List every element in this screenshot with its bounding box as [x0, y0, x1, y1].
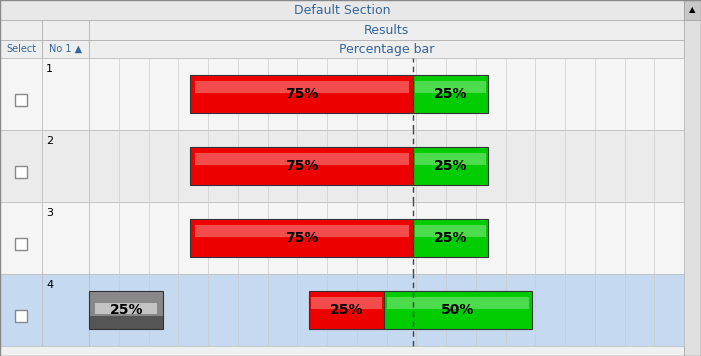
Text: 75%: 75%: [285, 231, 318, 245]
Bar: [89, 274, 684, 346]
Text: 4: 4: [46, 280, 53, 290]
Text: Default Section: Default Section: [294, 4, 390, 16]
Bar: [89, 291, 163, 329]
Bar: [414, 147, 488, 185]
Text: 2: 2: [46, 136, 53, 146]
Bar: [309, 291, 383, 329]
Text: 50%: 50%: [441, 303, 475, 317]
Bar: [0, 40, 42, 58]
Bar: [414, 219, 488, 257]
Text: 1: 1: [46, 64, 53, 74]
Bar: [190, 75, 414, 113]
Text: No 1 ▲: No 1 ▲: [49, 44, 82, 54]
Text: 25%: 25%: [109, 303, 143, 317]
Bar: [415, 225, 486, 237]
Bar: [89, 316, 163, 329]
Bar: [0, 20, 42, 40]
Text: Results: Results: [364, 23, 409, 37]
Text: 75%: 75%: [285, 87, 318, 101]
Bar: [15, 238, 27, 250]
Text: 25%: 25%: [434, 231, 467, 245]
Bar: [190, 219, 414, 257]
Bar: [15, 94, 27, 106]
Bar: [95, 303, 158, 314]
Bar: [311, 297, 382, 309]
Bar: [89, 58, 684, 130]
Bar: [89, 20, 684, 40]
Bar: [15, 310, 27, 322]
Bar: [42, 130, 89, 202]
Bar: [190, 147, 414, 185]
Bar: [42, 274, 89, 346]
Text: 75%: 75%: [285, 159, 318, 173]
Bar: [386, 297, 529, 309]
Text: Select: Select: [6, 44, 36, 54]
Bar: [684, 0, 701, 356]
Text: ▲: ▲: [689, 5, 696, 15]
Bar: [0, 0, 684, 20]
Bar: [195, 81, 409, 93]
Bar: [89, 130, 684, 202]
Bar: [0, 58, 42, 130]
Bar: [414, 75, 488, 113]
Bar: [415, 153, 486, 165]
Text: Percentage bar: Percentage bar: [339, 42, 434, 56]
Text: 25%: 25%: [434, 159, 467, 173]
Bar: [383, 291, 532, 329]
Bar: [89, 202, 684, 274]
Bar: [195, 153, 409, 165]
Text: 3: 3: [46, 208, 53, 218]
Bar: [0, 130, 42, 202]
Bar: [42, 40, 89, 58]
Bar: [42, 58, 89, 130]
Bar: [0, 274, 42, 346]
Bar: [684, 0, 701, 20]
Bar: [42, 202, 89, 274]
Bar: [42, 20, 89, 40]
Text: 25%: 25%: [434, 87, 467, 101]
Bar: [195, 225, 409, 237]
Bar: [0, 202, 42, 274]
Bar: [415, 81, 486, 93]
Bar: [89, 40, 684, 58]
Text: 25%: 25%: [329, 303, 363, 317]
Bar: [15, 166, 27, 178]
